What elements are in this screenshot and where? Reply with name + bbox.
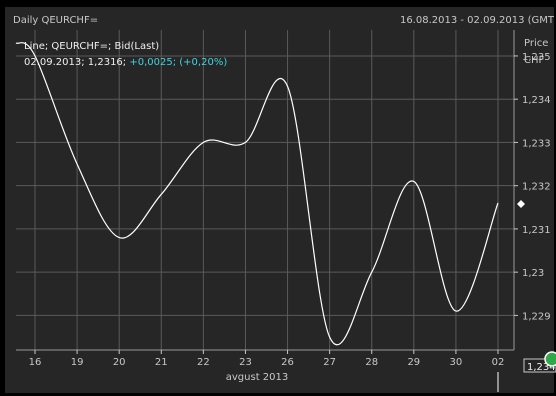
y-tick-label: 1,23 (522, 268, 544, 279)
x-tick-label: 02 (492, 357, 505, 368)
x-ticks: 16 19 20 21 22 23 26 27 28 29 30 02 (29, 350, 505, 368)
y-tick-label: 1,235 (522, 52, 551, 63)
y-tick-label: 1,232 (522, 182, 551, 193)
x-tick-label: 20 (113, 357, 126, 368)
last-value-marker (517, 200, 525, 208)
legend-series-label: Line; QEURCHF=; Bid(Last) (24, 41, 159, 52)
status-indicator-icon[interactable] (544, 351, 556, 367)
x-tick-label: 16 (29, 357, 42, 368)
legend-change: +0,0025; (+0,20%) (129, 57, 227, 68)
series-line (15, 42, 499, 346)
x-axis-title: avgust 2013 (226, 372, 289, 383)
x-tick-label: 29 (407, 357, 420, 368)
x-tick-label: 28 (365, 357, 378, 368)
legend-last-value: 02.09.2013; 1,2316; +0,0025; (+0,20%) (24, 57, 227, 68)
chart-background (5, 7, 554, 393)
x-tick-label: 19 (71, 357, 84, 368)
current-value-label: 1,234 (527, 362, 556, 373)
axes (16, 30, 515, 351)
x-tick-label: 21 (155, 357, 168, 368)
legend-last-value-text: 02.09.2013; 1,2316; (24, 57, 126, 68)
x-tick-label: 27 (323, 357, 336, 368)
y-tick-label: 1,234 (522, 95, 551, 106)
x-tick-label: 23 (239, 357, 252, 368)
y-tick-label: 1,231 (522, 225, 551, 236)
x-tick-label: 22 (197, 357, 210, 368)
x-tick-label: 30 (450, 357, 463, 368)
y-tick-label: 1,233 (522, 138, 551, 149)
y-tick-label: 1,229 (522, 311, 551, 322)
x-tick-label: 26 (281, 357, 294, 368)
y-axis-title: Price (524, 38, 548, 49)
chart-title: Daily QEURCHF= (13, 15, 98, 26)
date-range: 16.08.2013 - 02.09.2013 (GMT (400, 15, 555, 26)
y-axis-unit: CHF (524, 55, 545, 66)
y-ticks: 1,235 1,234 1,233 1,232 1,231 1,23 1,229 (514, 52, 551, 322)
